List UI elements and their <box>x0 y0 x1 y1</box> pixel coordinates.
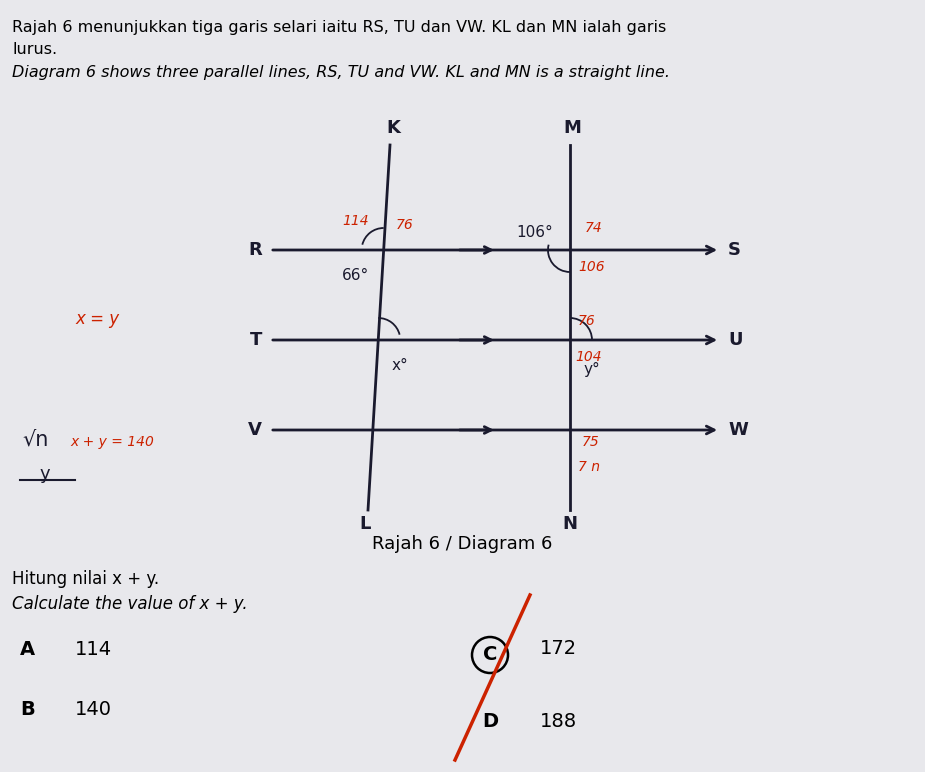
Text: C: C <box>483 645 498 663</box>
Text: W: W <box>728 421 748 439</box>
Text: D: D <box>482 712 498 731</box>
Text: x°: x° <box>392 358 409 373</box>
Text: L: L <box>359 515 371 533</box>
Text: Calculate the value of x + y.: Calculate the value of x + y. <box>12 595 248 613</box>
Text: 188: 188 <box>540 712 577 731</box>
Text: Rajah 6 menunjukkan tiga garis selari iaitu RS, TU dan VW. KL dan MN ialah garis: Rajah 6 menunjukkan tiga garis selari ia… <box>12 20 666 35</box>
Text: A: A <box>20 640 35 659</box>
Text: 74: 74 <box>585 221 603 235</box>
Text: T: T <box>250 331 262 349</box>
Text: 76: 76 <box>578 314 596 328</box>
Text: x + y = 140: x + y = 140 <box>70 435 154 449</box>
Text: 172: 172 <box>540 638 577 658</box>
Text: 75: 75 <box>582 435 599 449</box>
Text: R: R <box>248 241 262 259</box>
Text: 76: 76 <box>396 218 413 232</box>
Text: 66°: 66° <box>342 268 369 283</box>
Text: V: V <box>248 421 262 439</box>
Text: 140: 140 <box>75 700 112 719</box>
Text: K: K <box>386 119 400 137</box>
Text: Diagram 6 shows three parallel lines, RS, TU and VW. KL and MN is a straight lin: Diagram 6 shows three parallel lines, RS… <box>12 65 670 80</box>
Text: B: B <box>20 700 35 719</box>
Text: N: N <box>562 515 577 533</box>
Text: 7 n: 7 n <box>578 460 600 474</box>
Text: 106: 106 <box>578 260 605 274</box>
Text: 106°: 106° <box>517 225 553 240</box>
Text: M: M <box>563 119 581 137</box>
Text: S: S <box>728 241 741 259</box>
Text: y: y <box>40 465 51 483</box>
Text: 104: 104 <box>575 350 601 364</box>
Text: Rajah 6 / Diagram 6: Rajah 6 / Diagram 6 <box>372 535 552 553</box>
Text: U: U <box>728 331 743 349</box>
Text: 114: 114 <box>75 640 112 659</box>
Text: √n: √n <box>22 430 48 450</box>
Text: x = y: x = y <box>75 310 119 328</box>
Text: Hitung nilai x + y.: Hitung nilai x + y. <box>12 570 159 588</box>
Text: lurus.: lurus. <box>12 42 57 57</box>
Text: y°: y° <box>584 362 600 377</box>
Text: 114: 114 <box>342 214 369 228</box>
